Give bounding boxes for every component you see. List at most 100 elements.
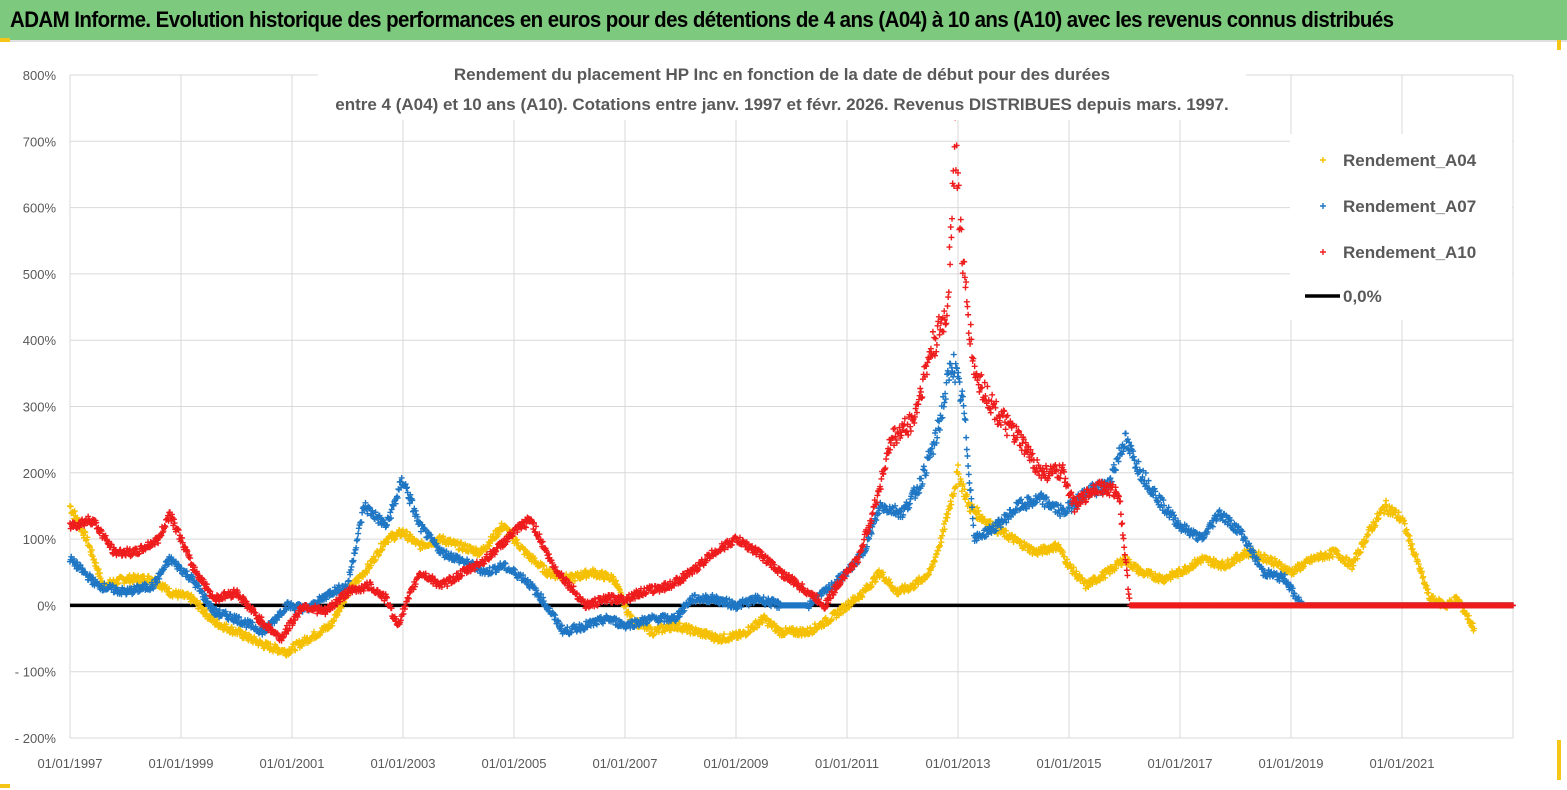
data-point [915,581,922,588]
data-point [70,555,77,562]
data-point [292,647,299,654]
data-point [960,481,967,488]
data-point [1383,497,1390,504]
corner-marker [0,38,10,42]
data-point [965,462,972,469]
x-tick-label: 01/01/2009 [703,756,768,771]
data-point [95,566,102,573]
data-point [1469,620,1476,627]
data-point [721,631,728,638]
data-point [1425,589,1432,596]
y-tick-label: 800% [23,68,57,83]
data-point [947,505,954,512]
data-point [729,636,736,643]
data-point [403,528,410,535]
x-tick-label: 01/01/2021 [1369,756,1434,771]
data-point [1134,563,1141,570]
y-tick-label: 200% [23,466,57,481]
x-tick-label: 01/01/2005 [481,756,546,771]
data-point [1350,562,1357,569]
data-point [82,529,89,536]
data-point [963,446,970,453]
title-bar: ADAM Informe. Evolution historique des p… [0,0,1567,42]
data-point [1070,564,1077,571]
corner-marker [1557,40,1561,50]
data-point [950,351,957,358]
data-point [918,475,925,482]
data-point [955,462,961,469]
data-point [859,594,866,601]
data-point [966,479,973,486]
data-point [96,570,103,577]
data-point [951,490,958,497]
data-point [987,518,994,525]
y-tick-label: 0% [37,598,56,613]
data-point [348,563,355,570]
x-axis: 01/01/1997 01/01/1999 01/01/2001 01/01/2003… [37,756,1434,771]
data-point [1073,568,1080,575]
data-point [84,534,91,541]
data-point [964,491,971,498]
data-point [1406,536,1413,543]
data-point [88,547,95,554]
data-point [938,539,945,546]
y-tick-label: 500% [23,267,57,282]
data-point [1076,571,1083,578]
data-point [622,603,629,610]
series-rendement_a07 [67,351,1516,638]
data-point [1064,556,1071,563]
data-point [1354,555,1361,562]
data-point [67,503,74,510]
data-point [925,571,932,578]
data-point [228,624,235,631]
data-point [1089,581,1096,588]
data-point [855,596,862,603]
data-point [937,542,944,549]
corner-marker [0,784,10,788]
data-point [350,557,357,564]
data-point [768,618,775,625]
y-tick-label: 700% [23,134,57,149]
data-point [1360,543,1367,550]
data-point [1417,565,1424,572]
y-tick-label: - 100% [15,665,57,680]
y-tick-label: 300% [23,400,57,415]
data-point [879,569,886,576]
data-point [1231,560,1238,567]
y-tick-label: 400% [23,333,57,348]
data-point [964,452,971,459]
x-tick-label: 01/01/1999 [148,756,213,771]
data-point [1423,582,1430,589]
x-tick-label: 01/01/2015 [1036,756,1101,771]
x-tick-label: 01/01/2017 [1147,756,1212,771]
x-tick-label: 01/01/2019 [1258,756,1323,771]
data-point [1003,527,1010,534]
data-point [1375,515,1382,522]
data-point [1110,461,1117,468]
data-point [708,630,715,637]
data-point [331,617,338,624]
data-point [1357,549,1364,556]
page-title: ADAM Informe. Evolution historique des p… [10,7,1394,32]
data-point [1365,532,1372,539]
data-point [355,530,362,537]
data-point [970,522,977,529]
chart: 800%700%600%500%400%300%200%100%0%- 100%… [15,58,1516,771]
data-point [628,613,635,620]
data-point [1329,553,1336,560]
data-point [947,360,954,367]
data-point [1418,568,1425,575]
data-point [1106,570,1113,577]
data-point [676,620,683,627]
data-point [372,556,379,563]
data-point [1326,554,1333,561]
data-point [953,483,960,490]
data-point [961,486,968,493]
y-tick-label: - 200% [15,731,57,746]
data-point [849,600,856,607]
gridlines [69,74,1514,739]
data-point [1102,574,1109,581]
data-point [872,578,879,585]
data-point [166,585,173,592]
data-point [498,520,505,527]
